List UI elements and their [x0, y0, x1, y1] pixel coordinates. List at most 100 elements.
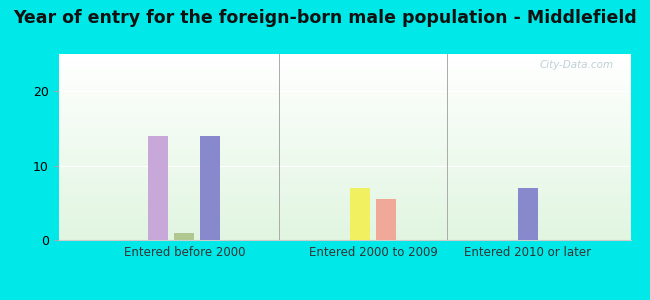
Bar [58, 120, 630, 121]
Bar [58, 99, 630, 100]
Bar [58, 222, 630, 223]
Bar [58, 136, 630, 137]
Bar [58, 177, 630, 178]
Bar [58, 130, 630, 131]
Bar [58, 150, 630, 151]
Bar [58, 224, 630, 225]
Bar [58, 161, 630, 162]
Bar [58, 162, 630, 163]
Bar [58, 117, 630, 118]
Bar [58, 214, 630, 215]
Bar [58, 176, 630, 177]
Bar [58, 104, 630, 105]
Text: City-Data.com: City-Data.com [540, 60, 614, 70]
Bar [58, 182, 630, 183]
Bar [58, 107, 630, 108]
Bar [58, 190, 630, 191]
Bar [58, 229, 630, 230]
Bar [58, 221, 630, 222]
Bar [58, 122, 630, 123]
Bar [58, 159, 630, 160]
Bar [58, 134, 630, 135]
Bar [58, 236, 630, 237]
Bar [58, 210, 630, 211]
Bar [58, 96, 630, 97]
Bar [58, 154, 630, 155]
Bar [58, 201, 630, 202]
Bar [58, 83, 630, 84]
Bar [58, 128, 630, 129]
Bar [58, 108, 630, 109]
Bar [58, 68, 630, 69]
Bar [58, 144, 630, 145]
Bar [58, 239, 630, 240]
Bar [58, 77, 630, 78]
Bar [58, 132, 630, 133]
Bar [58, 191, 630, 192]
Bar [58, 192, 630, 193]
Bar [58, 60, 630, 61]
Bar [58, 183, 630, 184]
Bar [58, 140, 630, 141]
Bar [58, 65, 630, 66]
Bar [58, 219, 630, 220]
Bar [58, 169, 630, 170]
Bar [58, 67, 630, 68]
Bar [58, 129, 630, 130]
Bar [58, 91, 630, 92]
Bar [58, 178, 630, 179]
Bar [58, 193, 630, 194]
Bar [58, 80, 630, 81]
Bar [58, 94, 630, 95]
Bar [58, 79, 630, 80]
Bar [58, 116, 630, 117]
Bar [58, 152, 630, 153]
Bar [58, 149, 630, 150]
Bar [58, 111, 630, 112]
Bar [58, 235, 630, 236]
Bar [58, 75, 630, 76]
Bar [58, 185, 630, 186]
Bar [58, 228, 630, 229]
Bar [58, 215, 630, 216]
Bar [58, 73, 630, 74]
Bar [58, 82, 630, 83]
Bar [58, 196, 630, 197]
Bar [58, 165, 630, 166]
Bar [58, 158, 630, 159]
Bar [58, 218, 630, 219]
Bar [58, 187, 630, 188]
Bar [58, 101, 630, 102]
Bar [58, 205, 630, 206]
Bar [58, 106, 630, 107]
Bar [58, 212, 630, 213]
Bar [58, 137, 630, 138]
Bar [58, 197, 630, 198]
Bar [58, 200, 630, 201]
Bar [58, 86, 630, 88]
Bar [58, 74, 630, 75]
Bar [58, 143, 630, 144]
Bar [58, 198, 630, 199]
Legend: Europe, Asia, Latin America, Other Central America, Other: Europe, Asia, Latin America, Other Centr… [79, 298, 610, 300]
Bar [58, 167, 630, 168]
Bar [58, 100, 630, 101]
Bar [58, 81, 630, 82]
Bar [58, 188, 630, 189]
Bar [58, 57, 630, 58]
Bar [58, 156, 630, 157]
Bar [58, 234, 630, 235]
Bar [58, 119, 630, 120]
Bar [58, 227, 630, 228]
Bar [58, 181, 630, 182]
Bar [58, 54, 630, 55]
Bar [58, 126, 630, 127]
Bar [58, 146, 630, 147]
Bar [58, 88, 630, 89]
Bar [58, 204, 630, 205]
Bar [58, 217, 630, 218]
Bar [58, 89, 630, 90]
Bar [58, 85, 630, 86]
Bar [58, 225, 630, 226]
Bar [58, 93, 630, 94]
